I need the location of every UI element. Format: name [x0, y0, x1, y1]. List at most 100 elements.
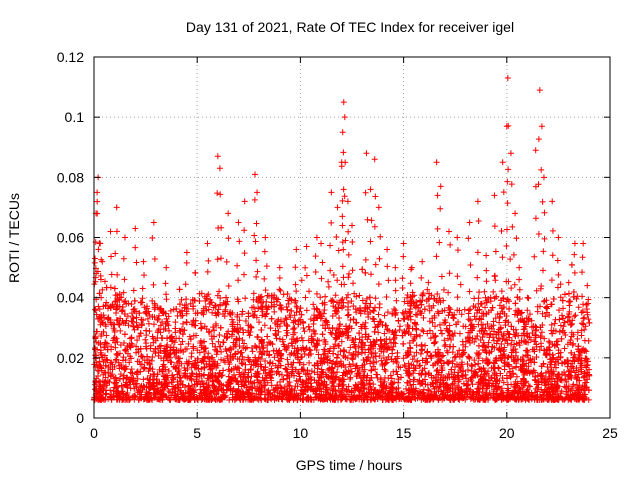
data-point [239, 350, 245, 356]
data-point [531, 359, 537, 365]
data-point [359, 350, 365, 356]
data-point [513, 364, 519, 370]
data-point [441, 287, 447, 293]
data-point [264, 334, 270, 340]
data-point [250, 348, 256, 354]
data-point [335, 343, 341, 349]
data-point [576, 304, 582, 310]
data-point [490, 305, 496, 311]
data-point [277, 336, 283, 342]
data-point [300, 338, 306, 344]
data-point [350, 356, 356, 362]
data-point [220, 339, 226, 345]
data-point [557, 329, 563, 335]
data-point [568, 322, 574, 328]
data-point [419, 346, 425, 352]
data-point [344, 295, 350, 301]
data-point [114, 351, 120, 357]
data-point [329, 331, 335, 337]
data-point [356, 292, 362, 298]
chart-title: Day 131 of 2021, Rate Of TEC Index for r… [186, 19, 514, 35]
data-point [117, 328, 123, 334]
data-point [422, 342, 428, 348]
x-axis-label: GPS time / hours [296, 457, 403, 473]
data-point [274, 335, 280, 341]
data-point [541, 336, 547, 342]
data-point [359, 266, 365, 272]
data-point [345, 292, 351, 298]
data-point [551, 296, 557, 302]
data-point [277, 288, 283, 294]
data-point [347, 376, 353, 382]
data-point [184, 319, 190, 325]
data-point [326, 284, 332, 290]
data-point [383, 368, 389, 374]
data-point [467, 306, 473, 312]
data-point [146, 328, 152, 334]
data-point [561, 323, 567, 329]
data-point [418, 302, 424, 308]
data-point [490, 289, 496, 295]
data-point [143, 328, 149, 334]
data-point [418, 343, 424, 349]
data-point [271, 348, 277, 354]
data-point [491, 273, 497, 279]
data-point [140, 376, 146, 382]
data-point [439, 331, 445, 337]
data-point [347, 375, 353, 381]
data-point [431, 334, 437, 340]
data-point [457, 331, 463, 337]
data-point [498, 341, 504, 347]
data-point [320, 331, 326, 337]
data-point [325, 279, 331, 285]
data-point [417, 333, 423, 339]
data-point [400, 310, 406, 316]
data-point [142, 337, 148, 343]
data-point [275, 369, 281, 375]
data-point [283, 333, 289, 339]
data-point [367, 294, 373, 300]
data-point [546, 338, 552, 344]
data-point [418, 351, 424, 357]
data-point [296, 317, 302, 323]
data-point [526, 383, 532, 389]
data-point [331, 272, 337, 278]
data-point [586, 320, 592, 326]
data-point [347, 317, 353, 323]
data-point [279, 372, 285, 378]
data-point [120, 304, 126, 310]
data-point [481, 289, 487, 295]
data-point [372, 329, 378, 335]
data-point [277, 358, 283, 364]
data-point [371, 308, 377, 314]
data-point [302, 351, 308, 357]
data-point [262, 322, 268, 328]
data-point [569, 262, 575, 268]
data-point [177, 286, 183, 292]
data-point [419, 327, 425, 333]
data-point [506, 306, 512, 312]
data-point [345, 312, 351, 318]
data-point [397, 327, 403, 333]
data-point [168, 308, 174, 314]
data-point [466, 354, 472, 360]
data-point [472, 362, 478, 368]
data-point [527, 311, 533, 317]
data-point [381, 331, 387, 337]
data-point [537, 347, 543, 353]
data-point [310, 301, 316, 307]
data-point [382, 313, 388, 319]
data-point [462, 307, 468, 313]
data-point [377, 318, 383, 324]
data-point [339, 296, 345, 302]
data-point [538, 340, 544, 346]
data-point [549, 322, 555, 328]
data-point [447, 322, 453, 328]
data-point [580, 316, 586, 322]
data-point [361, 357, 367, 363]
data-point [413, 326, 419, 332]
data-point [165, 322, 171, 328]
data-point [450, 344, 456, 350]
data-point [558, 281, 564, 287]
